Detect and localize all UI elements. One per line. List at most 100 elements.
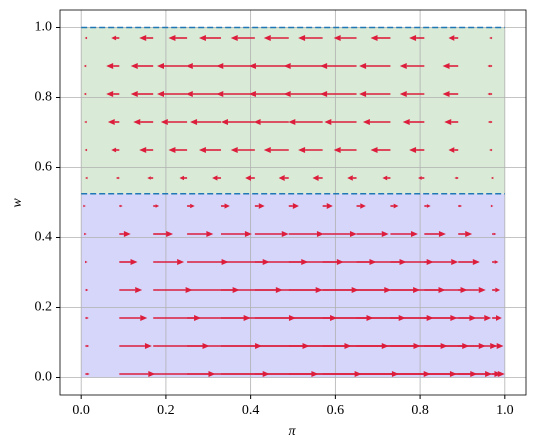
arrow-head	[283, 91, 291, 97]
arrow	[147, 176, 154, 180]
arrow-head	[139, 35, 147, 41]
arrow	[84, 176, 88, 180]
arrow	[254, 203, 265, 209]
arrow	[288, 203, 299, 209]
arrow-head	[106, 63, 114, 69]
arrow-head	[198, 35, 206, 41]
arrow	[85, 288, 89, 292]
arrow	[248, 63, 289, 69]
arrow	[356, 203, 366, 209]
arrow-head	[490, 204, 494, 208]
arrow-head	[86, 316, 89, 320]
arrow-head	[123, 231, 131, 237]
y-tick-label: 0.2	[35, 300, 53, 315]
arrow	[187, 203, 195, 209]
arrow	[212, 175, 221, 181]
arrow-head	[494, 260, 499, 264]
arrow-head	[130, 91, 138, 97]
arrow	[248, 91, 289, 97]
arrow	[119, 259, 138, 265]
arrow-head	[185, 63, 193, 69]
arrow-head	[362, 119, 370, 125]
arrow	[370, 147, 391, 153]
arrow-head	[399, 91, 407, 97]
arrow	[442, 63, 459, 69]
arrow	[84, 232, 87, 236]
arrow	[417, 176, 425, 180]
x-tick-label: 1.0	[496, 403, 514, 418]
arrow	[130, 91, 154, 97]
arrow-head	[381, 231, 389, 237]
arrow	[333, 147, 357, 153]
arrow	[245, 175, 255, 181]
arrow-head	[144, 343, 152, 349]
arrow-head	[84, 120, 87, 124]
arrow	[83, 92, 87, 96]
arrow-head	[84, 232, 87, 236]
arrow-head	[382, 175, 388, 181]
arrow-head	[130, 259, 138, 265]
arrow	[359, 91, 391, 97]
arrow	[390, 231, 418, 237]
arrow-head	[139, 147, 147, 153]
arrow-head	[472, 259, 480, 265]
arrow-head	[444, 119, 452, 125]
arrow	[115, 176, 120, 180]
arrow	[492, 343, 504, 349]
arrow	[458, 287, 486, 293]
arrow-head	[230, 35, 238, 41]
arrow-head	[84, 148, 88, 152]
arrow	[119, 371, 156, 377]
arrow-head	[133, 119, 141, 125]
arrow	[288, 119, 323, 125]
arrow	[254, 231, 289, 237]
arrow-head	[448, 35, 455, 41]
arrow-head	[140, 315, 148, 321]
arrow-head	[263, 147, 271, 153]
arrow-head	[320, 91, 328, 97]
arrow-head	[283, 63, 291, 69]
arrow-head	[333, 35, 341, 41]
arrow-head	[487, 120, 491, 124]
arrow	[230, 35, 255, 41]
arrow-head	[410, 231, 418, 237]
arrow-head	[179, 175, 185, 181]
arrow	[322, 231, 357, 237]
arrow	[153, 259, 185, 265]
arrow	[85, 344, 90, 348]
arrow-head	[120, 204, 123, 208]
arrow	[157, 91, 188, 97]
y-tick-label: 0.8	[35, 90, 53, 105]
x-tick-label: 0.2	[157, 403, 175, 418]
arrow	[347, 175, 357, 181]
arrow	[298, 35, 323, 41]
arrow-head	[298, 35, 306, 41]
arrow	[492, 287, 501, 293]
x-tick-label: 0.8	[411, 403, 429, 418]
arrow-head	[160, 119, 168, 125]
arrow-head	[148, 371, 156, 377]
arrow-head	[360, 203, 366, 209]
arrow-head	[115, 176, 119, 180]
arrow	[399, 91, 425, 97]
arrow-head	[168, 147, 176, 153]
arrow-head	[83, 92, 87, 96]
arrow	[106, 63, 120, 69]
arrow	[111, 35, 120, 41]
arrow-head	[324, 119, 332, 125]
arrow-head	[111, 35, 117, 41]
arrow	[168, 35, 188, 41]
arrow-head	[107, 119, 115, 125]
arrow	[312, 175, 323, 181]
arrow	[198, 35, 221, 41]
arrow	[111, 147, 120, 153]
arrow	[119, 204, 123, 208]
arrow-head	[438, 231, 446, 237]
arrow-head	[278, 175, 285, 181]
arrow-head	[190, 119, 198, 125]
arrow-head	[86, 344, 90, 348]
arrow	[263, 147, 289, 153]
arrow	[198, 147, 221, 153]
arrow-head	[135, 287, 143, 293]
arrow-head	[402, 119, 410, 125]
